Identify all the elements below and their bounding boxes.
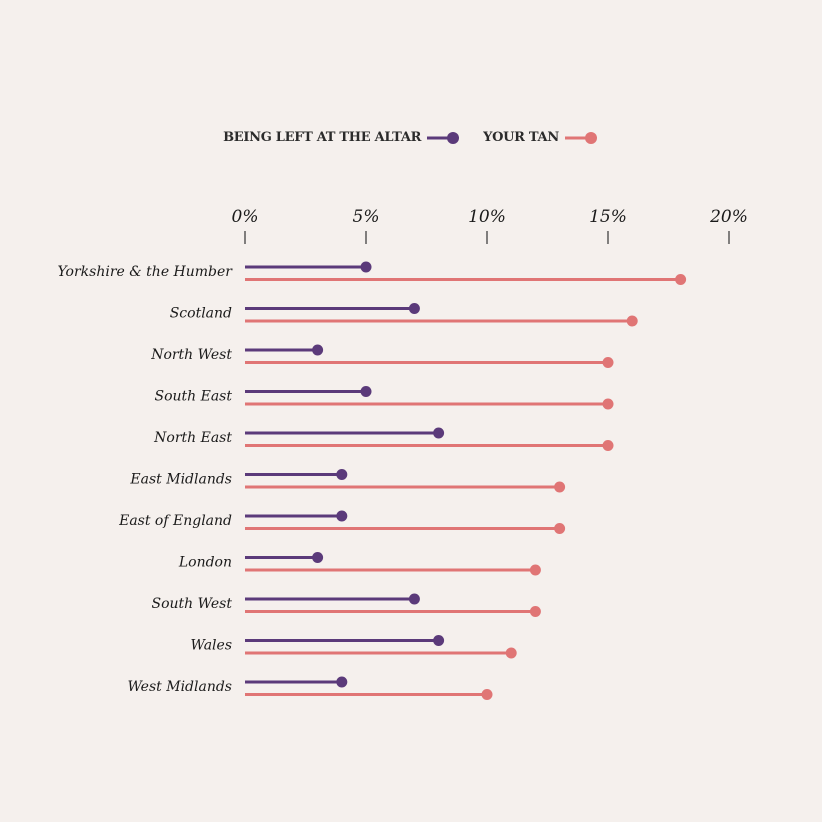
x-tick-label: 0% — [232, 207, 259, 227]
lollipop-dot — [336, 510, 348, 522]
category-label: West Midlands — [127, 679, 232, 695]
lollipop-dot — [554, 481, 566, 493]
lollipop-dot — [336, 469, 348, 480]
lollipop-dot — [529, 564, 541, 576]
legend: BEING LEFT AT THE ALTAR YOUR TAN — [0, 130, 822, 145]
lollipop-dot — [626, 315, 638, 327]
lollipop-dot — [408, 303, 420, 314]
lollipop-dot — [336, 676, 348, 688]
x-tick-label: 5% — [353, 207, 380, 227]
legend-swatch-altar — [427, 131, 460, 144]
legend-label-tan: YOUR TAN — [483, 130, 559, 145]
lollipop-dot — [505, 647, 517, 659]
x-tick-label: 15% — [589, 207, 627, 227]
category-label: London — [178, 555, 232, 571]
legend-swatch-tan — [564, 131, 597, 144]
category-label: Wales — [191, 638, 232, 654]
lollipop-dot — [360, 386, 372, 397]
category-label: South East — [154, 389, 232, 405]
category-label: South West — [152, 596, 233, 612]
category-label: East Midlands — [129, 472, 232, 488]
legend-item-altar: BEING LEFT AT THE ALTAR — [223, 130, 461, 145]
x-tick-label: 10% — [468, 207, 506, 227]
category-label: East of England — [118, 513, 232, 529]
lollipop-dot — [602, 357, 614, 368]
lollipop-dot — [433, 635, 445, 646]
lollipop-dot — [360, 261, 372, 273]
lollipop-dot — [408, 593, 420, 605]
x-tick-label: 20% — [709, 207, 748, 227]
lollipop-dot — [433, 427, 445, 439]
lollipop-dot — [554, 523, 566, 534]
lollipop-dot — [481, 689, 493, 700]
category-label: Scotland — [170, 306, 232, 322]
legend-item-tan: YOUR TAN — [483, 130, 599, 145]
lollipop-dot — [529, 606, 541, 617]
lollipop-dot — [675, 274, 687, 285]
lollipop-dot — [602, 440, 614, 451]
category-label: North West — [150, 347, 232, 363]
lollipop-dot — [312, 552, 324, 563]
category-label: North East — [153, 430, 232, 446]
lollipop-dot — [312, 344, 324, 356]
legend-label-altar: BEING LEFT AT THE ALTAR — [223, 130, 422, 145]
lollipop-dot — [602, 398, 614, 410]
category-label: Yorkshire & the Humber — [58, 264, 234, 280]
